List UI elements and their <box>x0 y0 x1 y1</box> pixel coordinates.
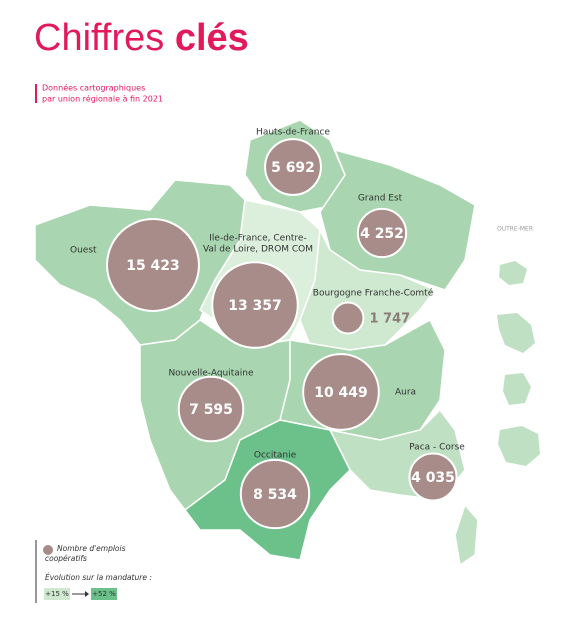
region-label: Aura <box>395 388 416 398</box>
legend-swatch <box>91 588 117 600</box>
bubble <box>356 207 408 259</box>
region-label: Nouvelle-Aquitaine <box>168 369 254 379</box>
legend-text: +52 % <box>92 590 116 598</box>
bubble <box>211 261 299 349</box>
value-label: 4 252 <box>360 226 404 242</box>
region-label: Ile-de-France, Centre- <box>209 234 306 244</box>
legend-arrow-head <box>85 591 89 597</box>
region-label: Val de Loire, DROM COM <box>203 245 313 255</box>
legend-dot <box>43 545 53 555</box>
legend-text: Nombre d'emplois <box>57 544 126 553</box>
value-label: 15 423 <box>126 258 180 274</box>
bubble <box>264 138 322 196</box>
overseas-label: OUTRE-MER <box>497 226 533 233</box>
value-label: 4 035 <box>411 470 455 486</box>
value-label: 13 357 <box>228 298 282 314</box>
bubble <box>177 375 245 443</box>
subtitle-line: par union régionale à fin 2021 <box>42 94 163 104</box>
island <box>499 261 527 285</box>
value-label: 1 747 <box>369 312 410 327</box>
value-label: 10 449 <box>314 385 368 401</box>
title-regular: Chiffres <box>34 17 164 59</box>
legend-text: Évolution sur la mandature : <box>45 573 152 582</box>
bubble <box>331 301 365 335</box>
bubble <box>106 218 200 312</box>
region-label: Grand Est <box>358 194 403 204</box>
region-label: Bourgogne Franche-Comté <box>313 288 434 299</box>
legend: Nombre d'emplois coopératifs Évolution s… <box>35 540 152 603</box>
region <box>454 503 479 567</box>
value-label: 5 692 <box>271 160 315 176</box>
legend-text: coopératifs <box>45 554 87 563</box>
legend-swatch <box>44 588 70 600</box>
title: Chiffres clés <box>34 17 249 59</box>
bubbles: 5 692 Hauts-de-France 4 252 Grand Est 15 423… <box>70 128 465 530</box>
island <box>497 313 535 353</box>
region-label: Paca - Corse <box>409 443 465 453</box>
bubble <box>408 452 458 502</box>
title-bold: clés <box>175 17 249 59</box>
region-label: Ouest <box>70 246 97 256</box>
value-label: 8 534 <box>253 487 297 503</box>
legend-text: +15 % <box>45 590 69 598</box>
island <box>503 373 531 405</box>
subtitle-line: Données cartographiques <box>42 83 145 93</box>
region-label: Occitanie <box>254 451 297 461</box>
bubble <box>239 458 311 530</box>
value-label: 7 595 <box>189 402 233 418</box>
bubble <box>302 353 380 431</box>
overseas: OUTRE-MER <box>497 226 540 466</box>
region-label: Hauts-de-France <box>256 128 330 138</box>
island <box>498 426 540 466</box>
